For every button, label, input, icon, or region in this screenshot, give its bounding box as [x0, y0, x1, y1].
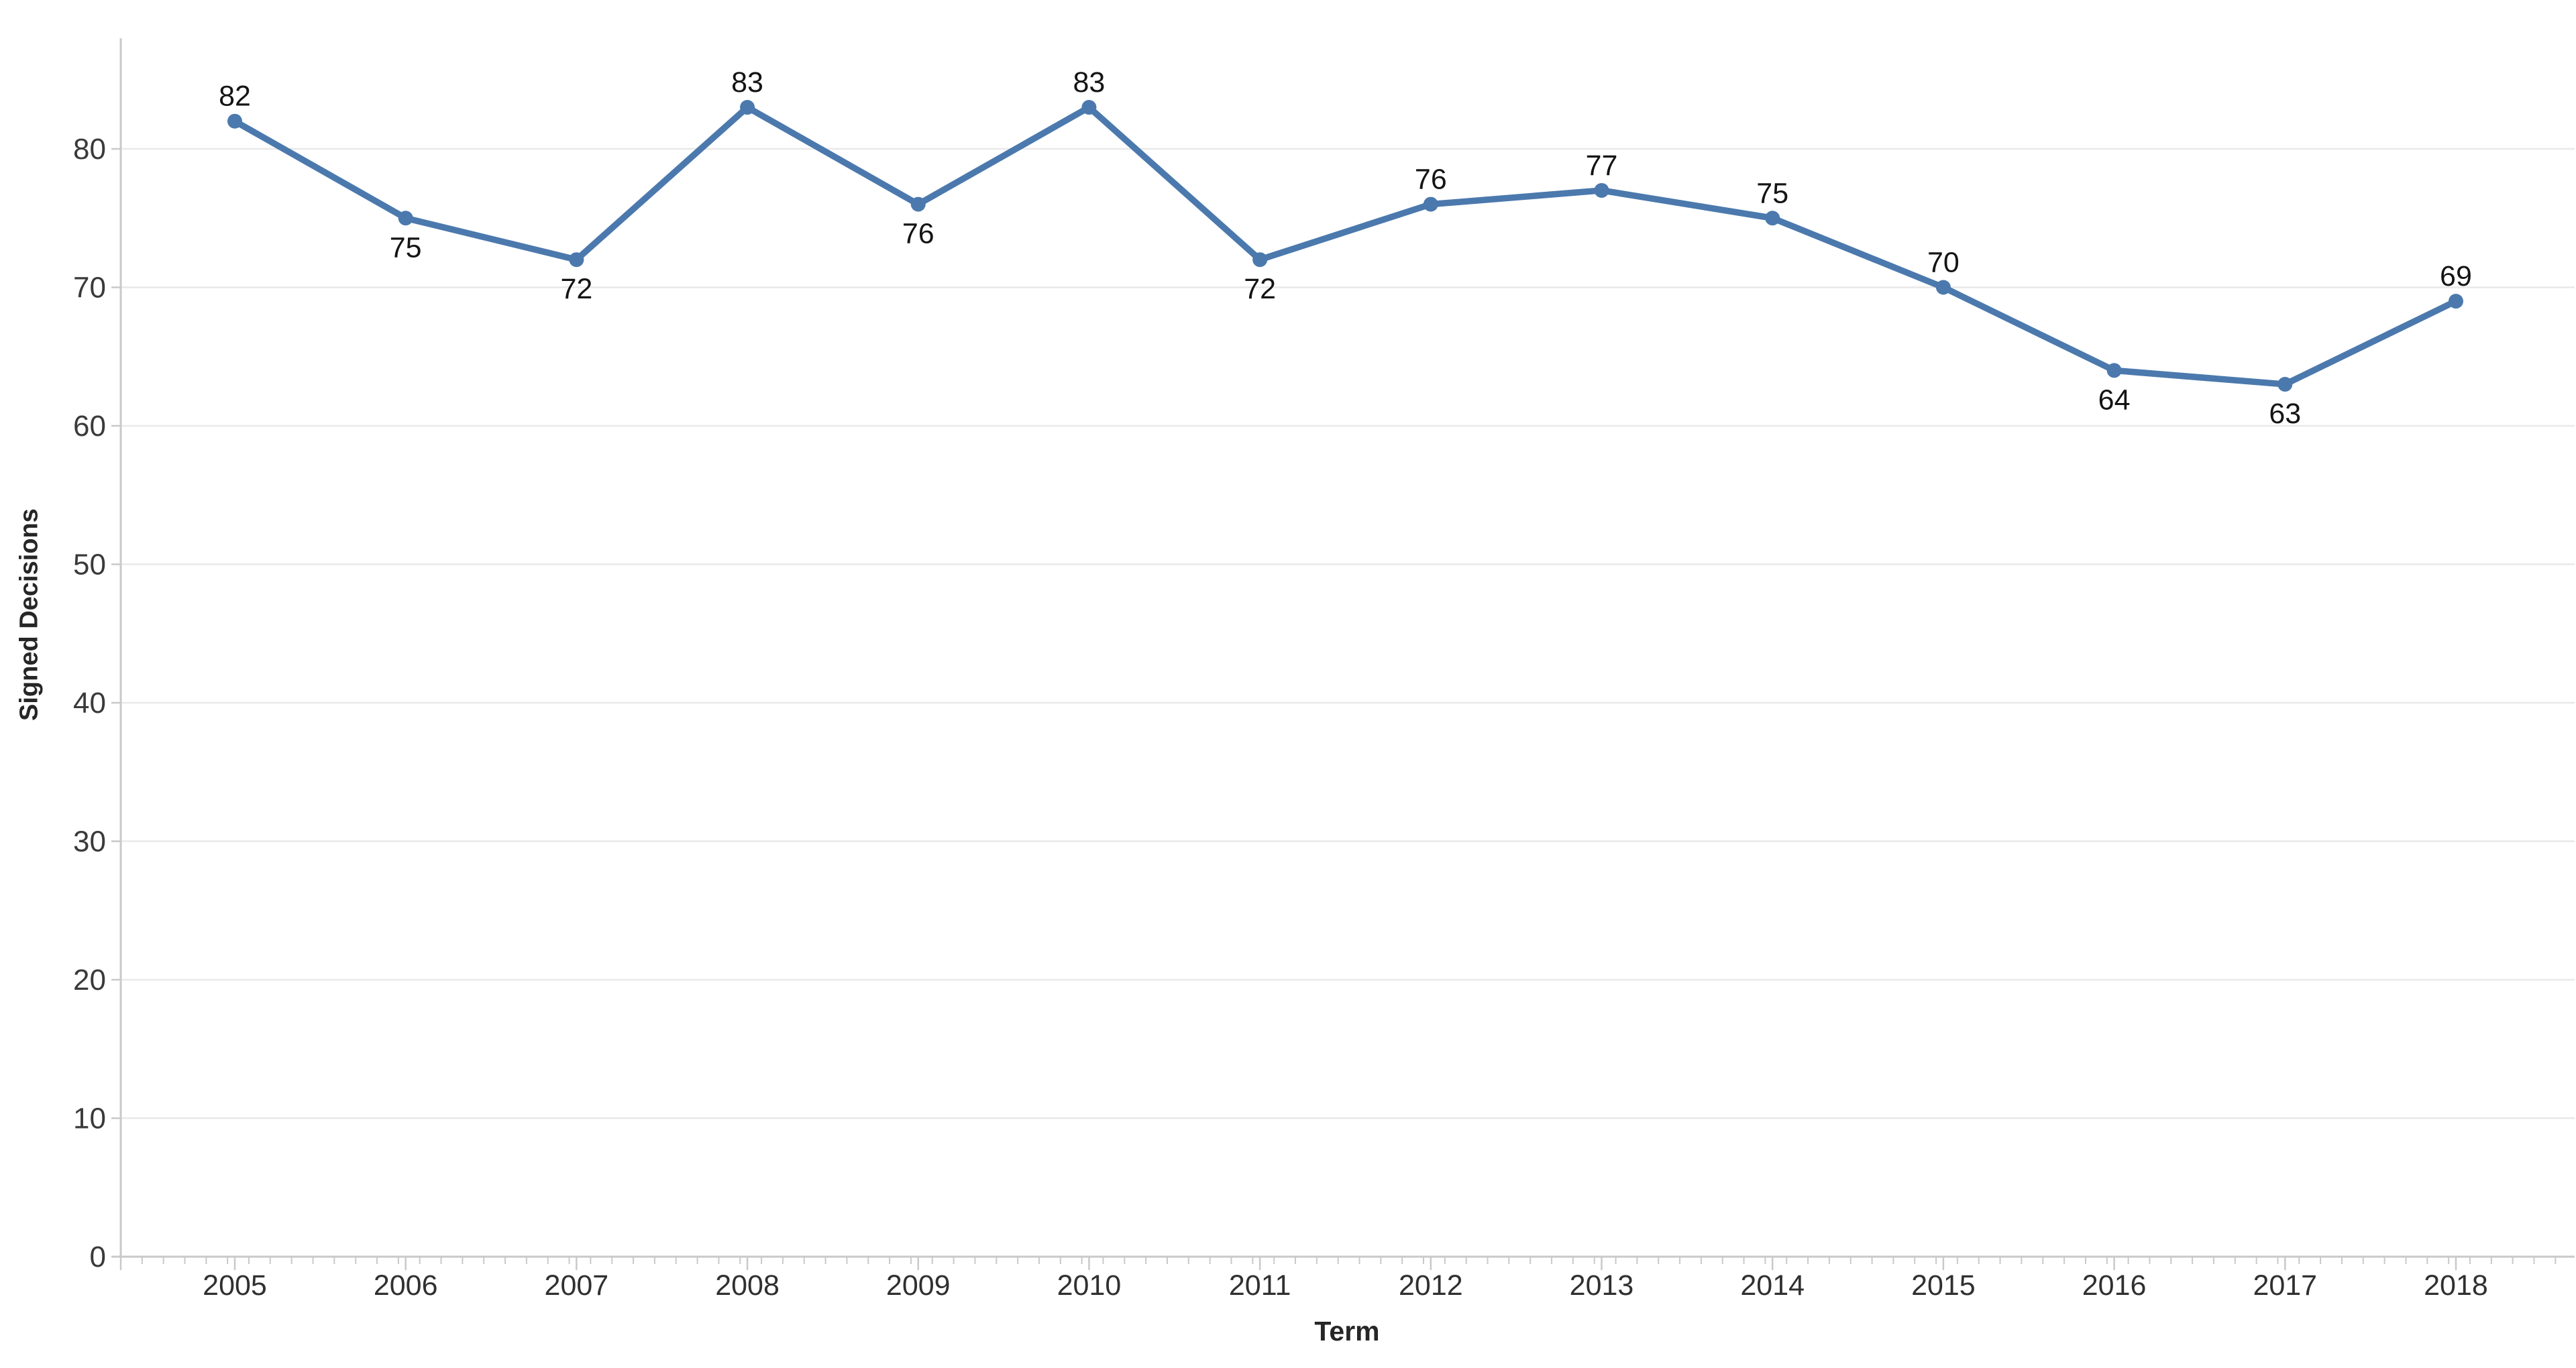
y-tick-label-50: 50: [73, 549, 106, 581]
data-label-2011: 72: [1244, 273, 1276, 305]
data-point-2012[interactable]: [1423, 196, 1438, 212]
data-label-2015: 70: [1927, 247, 1960, 279]
data-label-2007: 72: [560, 273, 592, 305]
y-tick-label-80: 80: [73, 133, 106, 166]
y-tick-label-30: 30: [73, 825, 106, 858]
x-tick-label-2016: 2016: [2082, 1269, 2147, 1302]
data-label-2006: 75: [390, 231, 422, 264]
data-label-2012: 76: [1415, 164, 1447, 196]
y-tick-label-20: 20: [73, 964, 106, 996]
data-point-2014[interactable]: [1765, 211, 1780, 226]
data-point-2018[interactable]: [2448, 294, 2463, 309]
data-label-2016: 64: [2098, 384, 2131, 416]
data-label-2005: 82: [219, 80, 251, 113]
data-point-2006[interactable]: [398, 211, 413, 226]
data-point-2016[interactable]: [2106, 363, 2122, 378]
data-label-2017: 63: [2269, 398, 2301, 430]
x-tick-label-2017: 2017: [2253, 1269, 2317, 1302]
x-tick-label-2010: 2010: [1057, 1269, 1122, 1302]
y-tick-label-0: 0: [90, 1241, 106, 1273]
x-tick-label-2006: 2006: [374, 1269, 438, 1302]
data-label-2010: 83: [1073, 66, 1106, 99]
data-point-2015[interactable]: [1935, 280, 1951, 295]
series-line: [231, 104, 2459, 388]
x-tick-label-2005: 2005: [203, 1269, 267, 1302]
data-point-2017[interactable]: [2277, 377, 2293, 392]
y-tick-label-40: 40: [73, 687, 106, 720]
x-tick-label-2007: 2007: [545, 1269, 609, 1302]
x-tick-label-2014: 2014: [1740, 1269, 1805, 1302]
y-axis-title: Signed Decisions: [15, 508, 44, 721]
y-tick-label-10: 10: [73, 1102, 106, 1135]
data-point-2007[interactable]: [569, 252, 584, 268]
x-tick-label-2018: 2018: [2424, 1269, 2488, 1302]
x-axis-title: Term: [1314, 1316, 1380, 1347]
data-point-2011[interactable]: [1252, 252, 1268, 268]
x-tick-label-2012: 2012: [1399, 1269, 1463, 1302]
x-tick-label-2013: 2013: [1570, 1269, 1634, 1302]
x-tick-label-2015: 2015: [1911, 1269, 1976, 1302]
data-label-2008: 83: [731, 66, 763, 99]
data-label-2013: 77: [1586, 150, 1618, 182]
y-tick-label-60: 60: [73, 410, 106, 443]
data-label-2009: 76: [902, 218, 934, 250]
data-point-2013[interactable]: [1594, 182, 1609, 198]
y-tick-label-70: 70: [73, 272, 106, 304]
x-tick-label-2011: 2011: [1229, 1269, 1291, 1302]
data-point-2008[interactable]: [740, 100, 755, 115]
data-label-2014: 75: [1756, 177, 1788, 209]
data-point-2005[interactable]: [227, 113, 242, 129]
data-point-2009[interactable]: [910, 196, 926, 212]
x-tick-label-2008: 2008: [715, 1269, 780, 1302]
data-point-2010[interactable]: [1081, 100, 1097, 115]
data-label-2018: 69: [2440, 260, 2472, 292]
x-tick-label-2009: 2009: [886, 1269, 951, 1302]
